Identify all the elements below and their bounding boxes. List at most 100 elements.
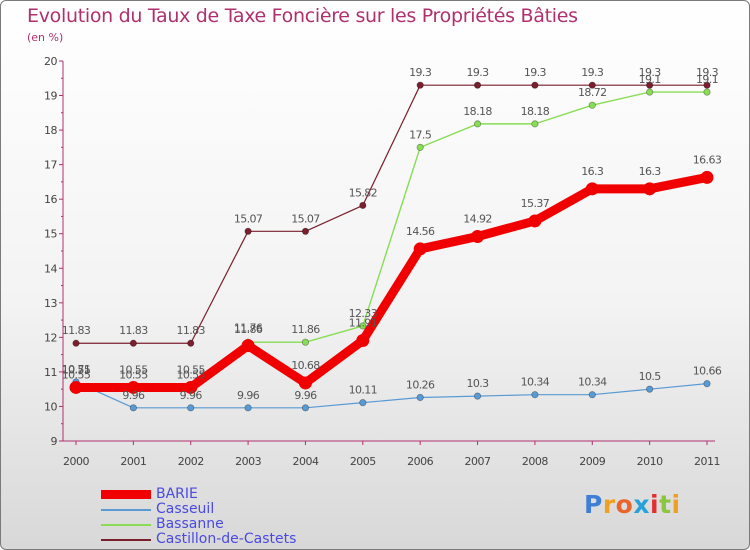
data-label-barie: 16.3 (581, 165, 604, 178)
data-label-barie: 16.63 (693, 153, 722, 166)
data-label-castillon-de-castets: 19.3 (639, 66, 662, 79)
y-tick-label: 13 (44, 297, 57, 310)
data-point-castillon-de-castets (588, 81, 596, 89)
data-label-barie: 15.37 (521, 197, 550, 210)
series-line-casseuil (75, 381, 708, 409)
data-label-bassanne: 18.18 (463, 105, 492, 118)
proxiti-logo: Proxiti (584, 490, 681, 519)
y-axis-unit: (en %) (27, 31, 64, 44)
y-tick-label: 15 (44, 228, 57, 241)
data-point-barie (184, 380, 198, 394)
logo-letter: t (659, 490, 672, 519)
data-label-barie: 10.68 (291, 359, 320, 372)
data-label-castillon-de-castets: 11.83 (119, 324, 148, 337)
data-label-casseuil: 10.66 (693, 365, 722, 378)
data-label-castillon-de-castets: 15.07 (291, 212, 320, 225)
data-point-casseuil (359, 399, 367, 407)
data-point-barie (298, 376, 312, 390)
legend-swatch-castillon (101, 539, 151, 541)
data-point-castillon-de-castets (646, 81, 654, 89)
data-point-casseuil (703, 380, 711, 388)
data-label-casseuil: 10.3 (466, 377, 489, 390)
data-label-bassanne: 18.72 (578, 86, 607, 99)
data-label-casseuil: 9.96 (122, 389, 145, 402)
data-point-castillon-de-castets (703, 81, 711, 89)
data-label-barie: 10.55 (62, 363, 91, 376)
data-label-bassanne: 12.33 (349, 307, 378, 320)
x-tick-label: 2001 (120, 455, 146, 468)
logo-letter: o (615, 490, 634, 519)
data-point-casseuil (301, 404, 310, 412)
series-line-barie (71, 172, 712, 392)
data-label-barie: 14.92 (463, 212, 492, 225)
data-point-bassanne (531, 120, 539, 128)
data-label-castillon-de-castets: 15.07 (234, 212, 263, 225)
data-point-barie (356, 333, 370, 347)
data-point-castillon-de-castets (359, 201, 367, 209)
data-label-casseuil: 10.5 (639, 370, 662, 383)
data-point-bassanne (359, 322, 367, 330)
data-label-casseuil: 10.11 (349, 384, 378, 397)
data-point-casseuil (473, 392, 482, 400)
data-label-barie: 14.56 (406, 225, 435, 238)
data-point-castillon-de-castets (416, 81, 424, 89)
data-point-castillon-de-castets (531, 81, 539, 89)
data-point-barie (700, 170, 714, 184)
x-tick-label: 2009 (579, 455, 605, 468)
data-label-bassanne: 10.55 (176, 368, 205, 381)
data-point-barie (126, 380, 140, 394)
data-point-bassanne (703, 88, 711, 96)
data-point-bassanne (301, 338, 310, 346)
data-label-castillon-de-castets: 11.83 (62, 324, 91, 337)
data-label-bassanne: 17.5 (409, 128, 432, 141)
y-tick-label: 12 (44, 331, 57, 344)
x-tick-label: 2005 (350, 455, 376, 468)
legend-item-castillon: Castillon-de-Castets (101, 532, 401, 547)
data-point-barie (241, 339, 255, 353)
data-point-casseuil (244, 404, 252, 412)
series-layer (69, 81, 714, 412)
y-tick-label: 16 (44, 193, 57, 206)
series-line-castillon-de-castets (75, 84, 708, 344)
data-label-bassanne: 10.55 (119, 368, 148, 381)
data-point-castillon-de-castets (301, 227, 310, 235)
data-point-barie (528, 214, 542, 228)
y-tick-label: 20 (44, 55, 57, 68)
data-label-casseuil: 10.71 (62, 363, 91, 376)
x-tick-label: 2004 (292, 455, 318, 468)
data-label-casseuil: 10.26 (406, 378, 435, 391)
data-label-bassanne: 18.18 (521, 105, 550, 118)
legend-item-barie: BARIE (101, 487, 401, 502)
logo-letter: r (602, 490, 616, 519)
data-label-barie: 10.55 (176, 363, 205, 376)
x-tick-label: 2003 (235, 455, 261, 468)
data-label-barie: 11.91 (349, 316, 378, 329)
logo-letter: P (584, 490, 603, 519)
data-point-barie (643, 182, 657, 196)
legend-swatch-casseuil (101, 509, 151, 511)
data-point-casseuil (187, 404, 195, 412)
y-tick-label: 18 (44, 124, 57, 137)
y-tick-label: 10 (44, 400, 57, 413)
data-point-casseuil (588, 391, 596, 399)
data-point-castillon-de-castets (72, 339, 80, 347)
y-tick-label: 9 (51, 435, 58, 448)
data-point-castillon-de-castets (187, 339, 195, 347)
data-label-casseuil: 9.96 (180, 389, 203, 402)
data-label-bassanne: 11.86 (291, 323, 320, 336)
data-label-castillon-de-castets: 15.82 (349, 186, 378, 199)
axes: 9 10 11 12 13 14 15 16 17 18 19 20 2000 2001 2002 2003 2… (44, 55, 721, 468)
data-point-bassanne (646, 88, 654, 96)
data-label-castillon-de-castets: 19.3 (409, 66, 432, 79)
data-label-barie: 10.55 (119, 363, 148, 376)
legend-label-bassanne: Bassanne (156, 516, 224, 532)
data-point-bassanne (416, 143, 424, 151)
legend-swatch-bassanne (101, 524, 151, 526)
data-label-barie: 16.3 (639, 165, 662, 178)
legend-label-barie: BARIE (156, 486, 198, 502)
logo-letter: i (650, 490, 660, 519)
y-tick-label: 19 (44, 90, 57, 103)
data-point-barie (471, 229, 485, 243)
data-label-castillon-de-castets: 19.3 (524, 66, 547, 79)
data-label-castillon-de-castets: 19.3 (466, 66, 489, 79)
